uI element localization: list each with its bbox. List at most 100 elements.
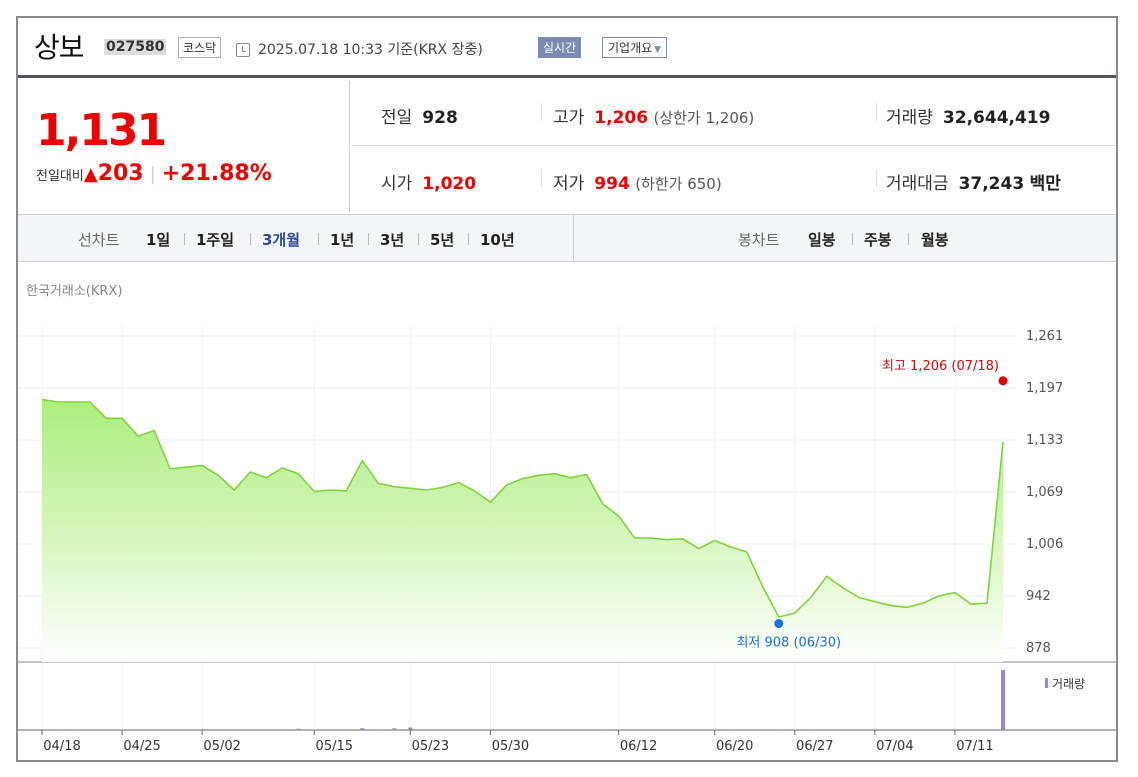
tab-5year[interactable]: 5년 bbox=[430, 231, 455, 249]
volume-bar bbox=[312, 729, 317, 730]
data-point bbox=[505, 484, 507, 486]
y-tick-label: 1,197 bbox=[1026, 381, 1063, 396]
company-overview-dropdown[interactable]: 기업개요 ▼ bbox=[602, 37, 668, 58]
stat-prev: 전일 928 bbox=[381, 103, 458, 128]
realtime-button[interactable]: 실시간 bbox=[538, 37, 582, 58]
stat-low: 저가 994 (하한가 650) bbox=[553, 169, 722, 194]
clock-icon bbox=[236, 43, 250, 57]
divider bbox=[908, 233, 909, 245]
data-point bbox=[986, 602, 988, 604]
divider bbox=[541, 169, 542, 187]
price-chart: 1,261 1,197 1,133 1,069 1,006 942 878 최고 1,206… bbox=[18, 326, 1116, 754]
tab-weekly[interactable]: 주봉 bbox=[864, 231, 892, 249]
upper-limit: (상한가 1,206) bbox=[653, 109, 755, 127]
data-point bbox=[89, 401, 91, 403]
data-point bbox=[906, 606, 908, 608]
stock-widget: 상보 027580 코스닥 2025.07.18 10:33 기준(KRX 장중… bbox=[16, 16, 1118, 762]
x-tick-label: 05/15 bbox=[316, 739, 353, 754]
stats-row-2: 시가 1,020 저가 994 (하한가 650) 거래대금 37,243 백만 bbox=[351, 147, 1116, 212]
price-line bbox=[41, 398, 1004, 618]
volume-bar bbox=[296, 728, 301, 730]
tab-daily[interactable]: 일봉 bbox=[808, 231, 836, 249]
data-point bbox=[409, 487, 411, 489]
data-point bbox=[697, 547, 699, 549]
data-point bbox=[617, 515, 619, 517]
lower-limit: (하한가 650) bbox=[635, 175, 722, 193]
stat-value: 928 bbox=[422, 108, 458, 128]
x-tick-label: 05/30 bbox=[492, 739, 529, 754]
data-point bbox=[233, 489, 235, 491]
volume-bar bbox=[776, 729, 781, 730]
chevron-down-icon: ▼ bbox=[654, 45, 662, 55]
data-point bbox=[633, 537, 635, 539]
data-point bbox=[361, 459, 363, 461]
y-tick-label: 878 bbox=[1026, 641, 1051, 656]
divider bbox=[318, 233, 319, 245]
tab-monthly[interactable]: 월봉 bbox=[921, 231, 949, 249]
data-point bbox=[553, 472, 555, 474]
tab-1week[interactable]: 1주일 bbox=[196, 231, 235, 249]
stat-value: 1,206 bbox=[594, 108, 649, 128]
company-overview-label: 기업개요 bbox=[608, 41, 653, 55]
tab-3month[interactable]: 3개월 bbox=[262, 231, 301, 249]
data-point bbox=[57, 401, 59, 403]
volume-bar bbox=[792, 729, 797, 730]
data-point bbox=[393, 486, 395, 488]
volume-bar bbox=[56, 729, 61, 730]
volume-bar bbox=[616, 729, 621, 730]
up-triangle-icon: ▲ bbox=[83, 164, 98, 185]
data-point bbox=[313, 490, 315, 492]
stats-row-1: 전일 928 고가 1,206 (상한가 1,206) 거래량 32,644,419 bbox=[351, 81, 1116, 146]
tab-3year[interactable]: 3년 bbox=[380, 231, 405, 249]
stat-value: 994 bbox=[594, 174, 630, 194]
market-badge: 코스닥 bbox=[178, 37, 222, 58]
low-marker bbox=[774, 619, 784, 629]
data-point bbox=[858, 596, 860, 598]
volume-bar bbox=[120, 729, 125, 730]
data-point bbox=[569, 477, 571, 479]
tab-10year[interactable]: 10년 bbox=[480, 231, 515, 249]
data-point bbox=[297, 472, 299, 474]
tab-1day[interactable]: 1일 bbox=[146, 231, 171, 249]
high-marker bbox=[998, 376, 1008, 386]
data-point bbox=[585, 473, 587, 475]
price-area bbox=[42, 399, 1003, 662]
data-point bbox=[922, 602, 924, 604]
volume-bar bbox=[728, 729, 733, 730]
data-point bbox=[521, 477, 523, 479]
data-point bbox=[201, 464, 203, 466]
stat-open: 시가 1,020 bbox=[381, 169, 476, 194]
data-point bbox=[377, 482, 379, 484]
y-tick-label: 942 bbox=[1026, 589, 1051, 604]
data-point bbox=[281, 467, 283, 469]
data-point bbox=[730, 546, 732, 548]
line-chart-title: 선차트 bbox=[78, 231, 120, 249]
x-tick-label: 06/20 bbox=[716, 739, 753, 754]
y-tick-label: 1,261 bbox=[1026, 329, 1063, 344]
volume-bar bbox=[712, 729, 717, 730]
data-point bbox=[441, 486, 443, 488]
stat-amount: 거래대금 37,243 백만 bbox=[886, 169, 1061, 194]
divider bbox=[876, 103, 877, 121]
data-point bbox=[1002, 441, 1004, 443]
stat-value: 37,243 bbox=[958, 174, 1025, 194]
data-point bbox=[345, 490, 347, 492]
x-tick-label: 06/27 bbox=[796, 739, 833, 754]
y-tick-label: 1,133 bbox=[1026, 433, 1063, 448]
data-point bbox=[185, 466, 187, 468]
stat-label: 거래대금 bbox=[886, 174, 949, 194]
tab-1year[interactable]: 1년 bbox=[330, 231, 355, 249]
divider bbox=[368, 233, 369, 245]
stat-label: 전일 bbox=[381, 108, 413, 128]
y-tick-label: 1,069 bbox=[1026, 485, 1063, 500]
data-point bbox=[649, 537, 651, 539]
x-tick-label: 05/23 bbox=[412, 739, 449, 754]
x-tick-label: 07/11 bbox=[956, 739, 993, 754]
data-point bbox=[810, 596, 812, 598]
exchange-label: 한국거래소(KRX) bbox=[26, 284, 123, 299]
volume-bar bbox=[408, 727, 413, 730]
amount-unit: 백만 bbox=[1029, 174, 1061, 194]
change-amount: 203 bbox=[97, 161, 144, 186]
data-point bbox=[329, 489, 331, 491]
data-point bbox=[217, 474, 219, 476]
